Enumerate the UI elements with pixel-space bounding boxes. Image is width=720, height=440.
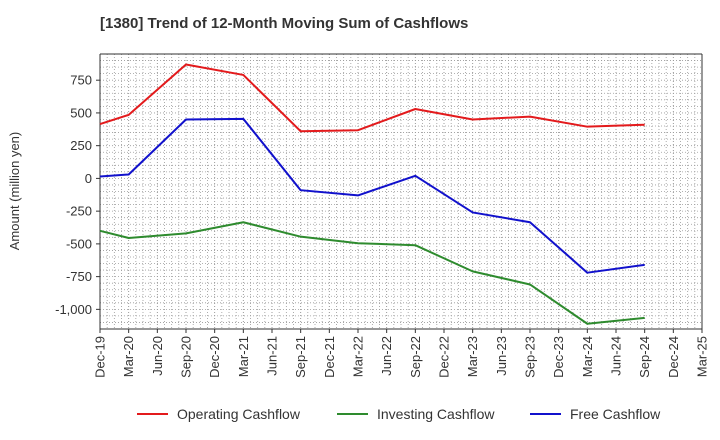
x-tick-label: Mar-24	[580, 336, 595, 377]
series-line-2	[99, 221, 645, 325]
y-tick-label: 500	[70, 105, 92, 120]
x-tick-label: Mar-23	[465, 336, 480, 377]
legend-label: Operating Cashflow	[177, 406, 301, 422]
x-tick-label: Dec-23	[551, 336, 566, 378]
x-tick-label: Dec-24	[666, 336, 681, 378]
x-tick-label: Sep-22	[408, 336, 423, 378]
legend-label: Investing Cashflow	[377, 406, 495, 422]
x-tick-label: Mar-21	[236, 336, 251, 377]
y-tick-label: 0	[85, 171, 92, 186]
x-tick-label: Dec-21	[322, 336, 337, 378]
x-tick-label: Mar-25	[695, 336, 710, 377]
chart-title: [1380] Trend of 12-Month Moving Sum of C…	[100, 15, 469, 32]
y-tick-label: -250	[66, 204, 92, 219]
x-tick-label: Mar-22	[351, 336, 366, 377]
y-tick-label: -750	[66, 269, 92, 284]
x-tick-label: Sep-21	[293, 336, 308, 378]
x-tick-label: Jun-23	[494, 336, 509, 376]
x-tick-label: Sep-24	[637, 336, 652, 378]
y-axis-label: Amount (million yen)	[7, 132, 22, 251]
x-tick-label: Jun-22	[379, 336, 394, 376]
x-tick-label: Dec-19	[93, 336, 108, 378]
y-tick-label: 750	[70, 73, 92, 88]
x-tick-label: Mar-20	[121, 336, 136, 377]
y-tick-label: -1,000	[55, 302, 92, 317]
series-line-3	[99, 117, 645, 274]
series-line-1	[99, 63, 645, 133]
x-tick-label: Jun-24	[609, 336, 624, 376]
y-tick-label: 250	[70, 138, 92, 153]
x-tick-label: Dec-22	[437, 336, 452, 378]
y-tick-label: -500	[66, 236, 92, 251]
x-tick-label: Dec-20	[207, 336, 222, 378]
x-tick-label: Sep-23	[523, 336, 538, 378]
x-tick-label: Jun-21	[265, 336, 280, 376]
x-tick-label: Jun-20	[150, 336, 165, 376]
legend-label: Free Cashflow	[570, 406, 661, 422]
x-tick-label: Sep-20	[179, 336, 194, 378]
